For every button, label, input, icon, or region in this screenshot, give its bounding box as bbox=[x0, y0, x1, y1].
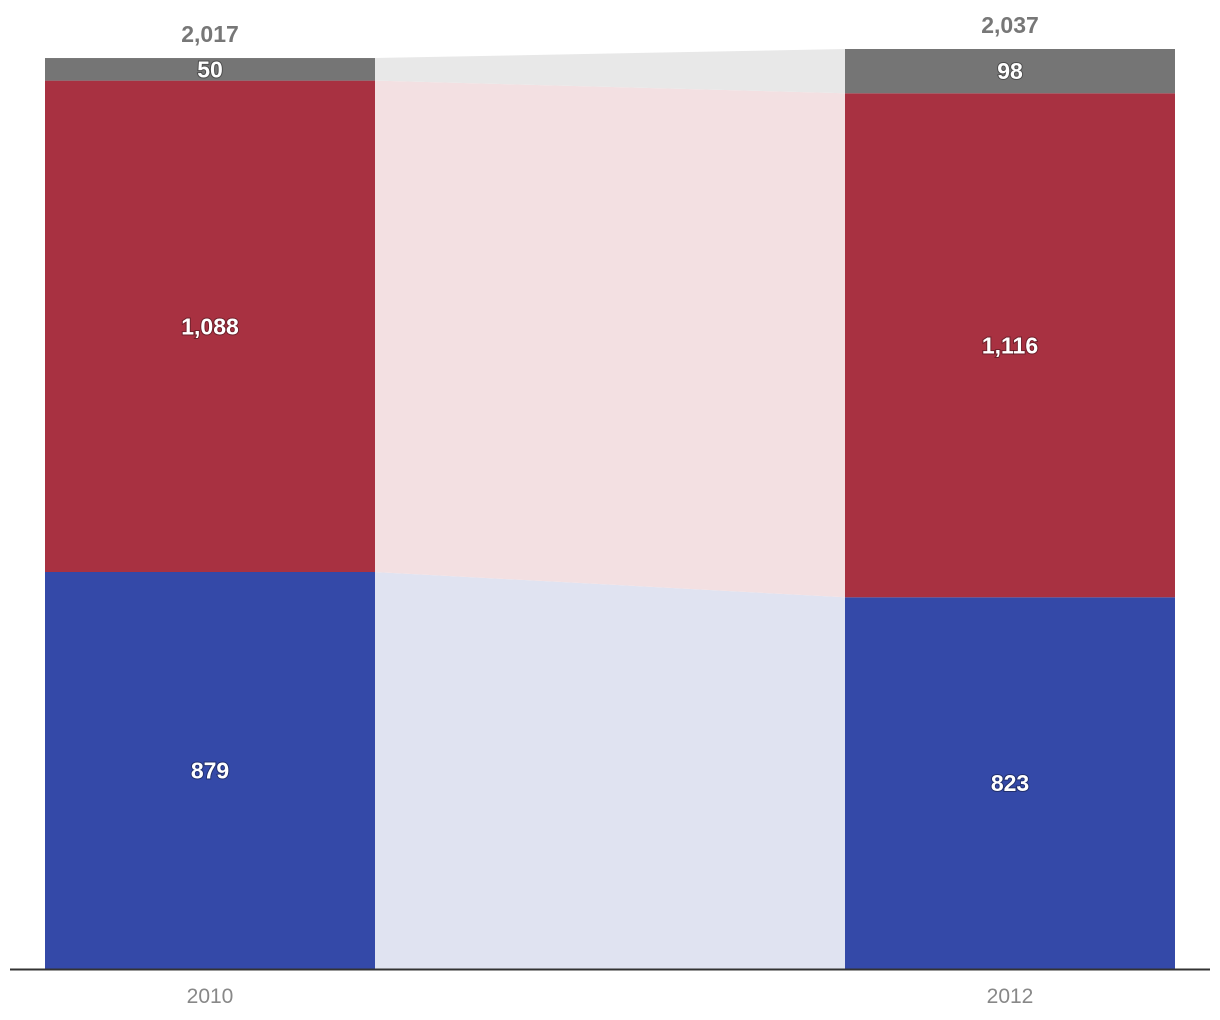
bar-2012-series-0 bbox=[845, 597, 1175, 969]
bar-label-2010-series-0: 879 bbox=[191, 758, 229, 784]
total-label-layer: 2,017 2,037 bbox=[181, 12, 1039, 47]
ribbon-2010-2012-series-2 bbox=[375, 49, 845, 94]
bar-label-2012-series-1: 1,116 bbox=[982, 332, 1038, 358]
bar-layer bbox=[45, 49, 1175, 969]
bar-2010-series-1 bbox=[45, 80, 375, 573]
bar-label-2010-series-2: 50 bbox=[197, 56, 223, 82]
bar-label-2010-series-1: 1,088 bbox=[181, 313, 239, 339]
bar-2012-series-2 bbox=[845, 49, 1175, 94]
bar-2010-series-0 bbox=[45, 572, 375, 969]
ribbon-2010-2012-series-1 bbox=[375, 80, 845, 598]
segment-label-layer: 879 1,088 50 823 1,116 98 bbox=[180, 55, 1039, 797]
bar-2010-series-2 bbox=[45, 58, 375, 81]
total-label-2012: 2,037 bbox=[981, 12, 1039, 38]
ribbon-2010-2012-series-0 bbox=[375, 572, 845, 969]
ribbon-layer bbox=[375, 49, 845, 969]
x-tick-label-2010: 2010 bbox=[187, 985, 234, 1008]
x-tick-label-2012: 2012 bbox=[987, 985, 1034, 1008]
bar-2012-series-1 bbox=[845, 93, 1175, 598]
total-label-2010: 2,017 bbox=[181, 21, 239, 47]
x-tick-layer: 2010 2012 bbox=[187, 985, 1034, 1008]
bar-label-2012-series-0: 823 bbox=[991, 770, 1029, 796]
bar-label-2012-series-2: 98 bbox=[997, 58, 1023, 84]
